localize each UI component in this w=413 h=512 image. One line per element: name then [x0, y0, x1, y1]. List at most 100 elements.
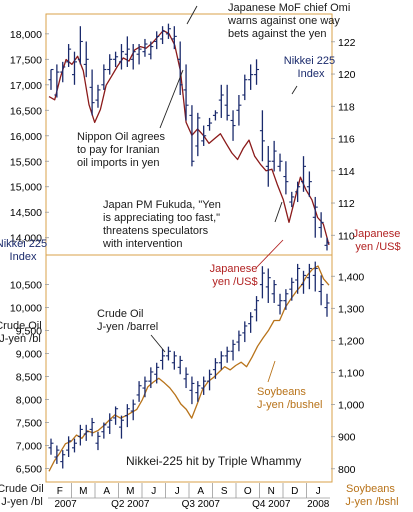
bottom-panel-frame: [45, 254, 333, 483]
crude-bar: [236, 330, 242, 352]
crude-bar: [212, 358, 218, 379]
x-tick-period: 2008: [307, 499, 330, 510]
y-tick-label: 7,000: [16, 441, 42, 453]
nikkei-bar: [160, 26, 166, 45]
soy-right-label-line2: J-yen /bshl: [345, 496, 398, 508]
nikkei-bar: [148, 41, 154, 60]
crude-left-axis-label-top: Crude Oil J-yen /bl: [0, 320, 45, 345]
y-tick-label: 1,000: [338, 400, 364, 412]
annotation-omi: Japanese MoF chief Omi warns against one…: [227, 2, 353, 40]
y-tick-label: 15,000: [10, 182, 42, 194]
y-tick-label: 1,400: [338, 271, 364, 283]
crude-left-bottom-line2: J-yen /bl: [1, 496, 43, 508]
y-tick-label: 6,500: [16, 464, 42, 476]
crude-bar: [60, 450, 66, 469]
y-tick-label: 1,100: [338, 368, 364, 380]
crude-bar: [224, 346, 230, 363]
yen-series: [48, 29, 330, 246]
nikkei-bar: [89, 69, 95, 116]
crude-bar: [259, 266, 265, 299]
y-tick-label: 16,500: [10, 105, 42, 117]
crude-bar: [177, 355, 183, 375]
crude-bar: [54, 445, 60, 464]
leader-fukuda-2: [255, 239, 284, 269]
nikkei-bar: [95, 84, 101, 108]
crude-bar: [230, 339, 236, 361]
nikkei-bar: [201, 125, 207, 146]
crude-bar: [142, 376, 148, 398]
crude-bar: [207, 369, 213, 391]
annotation-nippon-line1: Nippon Oil agrees: [77, 131, 166, 143]
nikkei-bar: [130, 44, 136, 70]
soy-axis-ticks: 800 900 1,000 1,100 1,200 1,300 1,400: [331, 271, 364, 476]
y-tick-label: 112: [338, 198, 355, 210]
leader-crude: [150, 334, 166, 353]
crude-bar: [265, 268, 271, 303]
nikkei-bar: [318, 212, 324, 238]
nikkei-bar: [54, 64, 60, 98]
x-tick-month: J: [175, 486, 180, 497]
nikkei-axis-ticks: 14,000 14,500 15,000 15,500 16,000 16,500 17,0…: [10, 29, 49, 245]
crude-bar: [83, 424, 89, 441]
annotation-fukuda: Japan PM Fukuda, "Yen is appreciating to…: [102, 199, 224, 250]
crude-bar: [295, 263, 301, 294]
nikkei-label-line2: Index: [298, 68, 325, 80]
crude-bar: [189, 376, 195, 405]
x-tick-month: A: [197, 486, 204, 497]
nikkei-bar: [312, 196, 318, 238]
nikkei-left-label-line2: Index: [10, 251, 37, 263]
annotation-omi-line2: warns against one way: [227, 15, 340, 27]
annotation-fukuda-line1: Japan PM Fukuda, "Yen: [103, 199, 221, 211]
y-tick-label: 15,500: [10, 156, 42, 168]
nikkei-left-label-line1: Nikkei 225: [0, 238, 47, 250]
y-tick-label: 7,500: [16, 418, 42, 430]
nikkei-bar: [124, 36, 130, 67]
crude-left-axis-label-bottom: Crude Oil J-yen /bl: [0, 483, 47, 508]
leader-nikkei: [291, 85, 298, 95]
y-tick-label: 800: [338, 464, 356, 476]
yen-line: [48, 29, 330, 246]
y-tick-label: 18,000: [10, 29, 42, 41]
x-tick-month: A: [103, 486, 110, 497]
nikkei-bar: [113, 51, 119, 67]
annotation-omi-line1: Japanese MoF chief Omi: [228, 2, 350, 14]
y-tick-label: 9,500: [16, 326, 42, 338]
y-tick-label: 9,000: [16, 349, 42, 361]
nikkei-bar: [142, 38, 148, 57]
nikkei-bar: [283, 161, 289, 195]
nikkei-bar: [301, 156, 307, 192]
crude-series-label: Crude Oil J-yen /barrel: [97, 308, 158, 333]
annotation-nippon-line3: oil imports in yen: [77, 157, 160, 169]
x-tick-month: F: [57, 486, 63, 497]
x-tick-month: N: [268, 486, 275, 497]
crude-bar: [283, 289, 289, 310]
leader-lines: [150, 5, 298, 383]
nikkei-bar: [224, 84, 230, 121]
nikkei-bar: [189, 105, 195, 167]
y-tick-label: 114: [338, 166, 355, 178]
nikkei-bar: [171, 26, 177, 50]
x-tick-month: M: [126, 486, 134, 497]
crude-bar: [171, 351, 177, 370]
nikkei-bar: [271, 140, 277, 172]
annotation-fukuda-line2: is appreciating too fast,": [103, 212, 220, 224]
crude-bar: [277, 293, 283, 315]
y-tick-label: 1,300: [338, 303, 364, 315]
y-tick-label: 17,000: [10, 80, 42, 92]
y-tick-label: 120: [338, 69, 356, 81]
crude-bar: [130, 399, 136, 421]
nikkei-bar: [306, 171, 312, 197]
nikkei-bar: [212, 110, 218, 121]
x-tick-month: O: [244, 486, 252, 497]
crude-bar: [218, 351, 224, 370]
crude-left-top-line2: J-yen /bl: [0, 333, 41, 345]
crude-bar: [312, 261, 318, 292]
yen-mid-label-line1: Japanese: [210, 263, 258, 275]
nikkei-bar: [242, 74, 248, 101]
nikkei-bar: [207, 117, 213, 131]
y-tick-label: 122: [338, 37, 356, 49]
yen-right-label-line2: yen /US$: [355, 241, 400, 253]
nikkei-bar: [154, 31, 160, 50]
crude-bar: [318, 275, 324, 306]
crude-series: [48, 261, 330, 469]
